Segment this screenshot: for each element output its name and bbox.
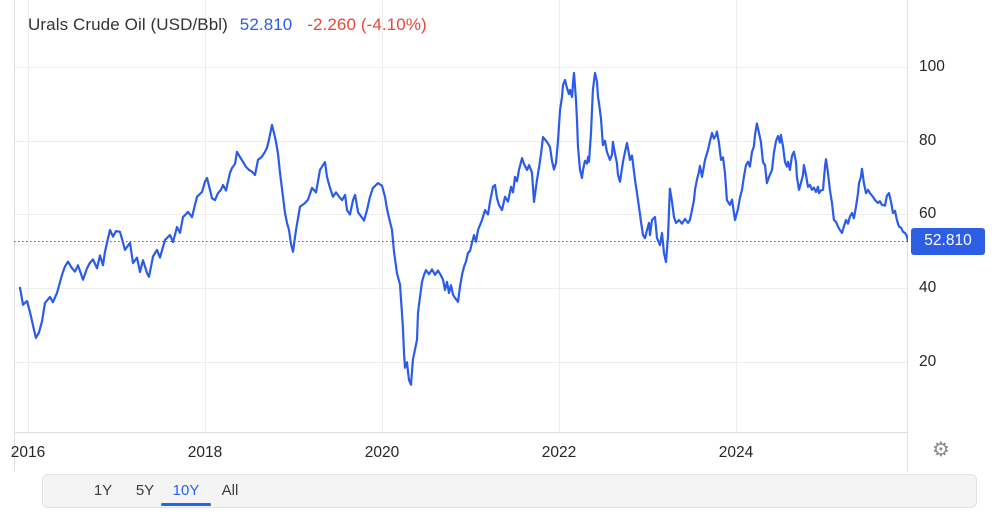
y-axis-tick-label: 60 xyxy=(919,205,937,223)
price-chart-plot[interactable] xyxy=(14,0,908,473)
range-button-10y[interactable]: 10Y xyxy=(172,482,200,499)
price-change-value: -2.260 (-4.10%) xyxy=(307,15,427,34)
instrument-name: Urals Crude Oil (USD/Bbl) xyxy=(28,15,228,34)
y-axis-tick-label: 20 xyxy=(919,352,937,370)
range-toolbar xyxy=(42,474,977,508)
price-line xyxy=(18,71,908,386)
x-axis-tick-label: 2022 xyxy=(541,444,577,461)
y-axis-tick-label: 80 xyxy=(919,131,937,149)
range-button-5y[interactable]: 5Y xyxy=(135,482,155,499)
x-axis-tick-label: 2024 xyxy=(718,444,754,461)
x-axis-tick-label: 2020 xyxy=(364,444,400,461)
x-axis-tick-label: 2016 xyxy=(10,444,46,461)
current-price-badge: 52.810 xyxy=(911,227,985,255)
y-axis-tick-label: 40 xyxy=(919,279,937,297)
range-button-1y[interactable]: 1Y xyxy=(93,482,113,499)
chart-header: Urals Crude Oil (USD/Bbl) 52.810 -2.260 … xyxy=(28,15,427,35)
x-axis-tick-label: 2018 xyxy=(187,444,223,461)
last-price-value: 52.810 xyxy=(239,15,293,34)
range-button-all[interactable]: All xyxy=(221,482,239,499)
y-axis-tick-label: 100 xyxy=(919,58,945,76)
active-range-underline xyxy=(161,503,211,506)
settings-gear-icon[interactable]: ⚙ xyxy=(932,439,950,461)
